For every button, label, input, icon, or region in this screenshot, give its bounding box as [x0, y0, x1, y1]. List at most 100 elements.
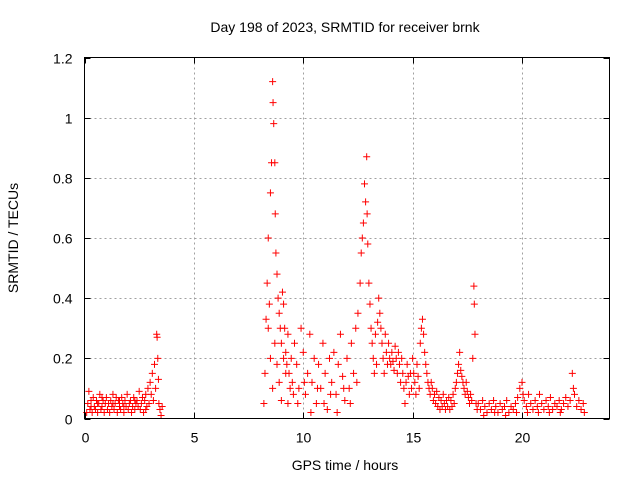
data-point — [286, 384, 294, 392]
data-point — [282, 369, 290, 377]
data-point — [94, 399, 102, 407]
data-point — [470, 300, 478, 308]
data-point — [315, 360, 323, 368]
data-point — [571, 390, 578, 398]
data-point — [358, 234, 366, 242]
data-point — [422, 360, 430, 368]
data-point — [573, 402, 581, 410]
data-point — [569, 384, 577, 392]
data-point — [546, 393, 554, 401]
data-point — [575, 396, 583, 404]
data-point — [503, 396, 511, 404]
data-point — [147, 390, 155, 398]
data-point — [280, 354, 288, 362]
data-point — [577, 405, 585, 413]
data-point — [326, 354, 333, 362]
data-point — [336, 330, 344, 338]
data-point — [94, 408, 102, 416]
data-point — [282, 348, 290, 356]
data-point — [294, 399, 302, 407]
data-point — [97, 405, 105, 413]
data-point — [84, 399, 92, 407]
data-point — [374, 318, 382, 326]
data-point — [277, 396, 285, 404]
data-point — [357, 249, 365, 257]
data-point — [390, 366, 398, 374]
data-point — [527, 399, 535, 407]
data-point — [549, 405, 557, 413]
data-point — [125, 399, 133, 407]
data-point — [113, 408, 121, 416]
data-point — [485, 399, 493, 407]
data-point — [553, 402, 561, 410]
data-point — [295, 384, 303, 392]
x-tick-label: 15 — [406, 430, 422, 446]
data-point — [321, 369, 329, 377]
data-point — [533, 402, 541, 410]
data-point — [501, 402, 508, 410]
data-point — [319, 339, 327, 347]
data-point — [307, 408, 315, 416]
data-point — [460, 384, 468, 392]
data-point — [450, 399, 458, 407]
data-point — [261, 369, 269, 377]
data-point — [394, 348, 402, 356]
data-point — [542, 396, 550, 404]
data-point — [350, 369, 358, 377]
data-point — [416, 339, 424, 347]
data-point — [145, 399, 153, 407]
data-point — [467, 390, 475, 398]
data-point — [412, 390, 420, 398]
data-point — [281, 324, 289, 332]
data-point — [410, 369, 418, 377]
data-point — [531, 396, 539, 404]
data-point — [451, 384, 459, 392]
data-point — [496, 399, 504, 407]
x-axis-label: GPS time / hours — [292, 457, 399, 473]
data-point — [502, 411, 510, 419]
data-point — [363, 210, 371, 218]
data-point — [154, 354, 162, 362]
data-point — [153, 333, 161, 341]
data-point — [328, 378, 336, 386]
data-point — [401, 399, 409, 407]
data-point — [260, 399, 268, 407]
data-point — [157, 411, 165, 419]
data-point — [364, 240, 372, 248]
y-tick-label: 1.2 — [53, 51, 73, 67]
data-point — [299, 348, 307, 356]
data-point — [271, 210, 279, 218]
data-point — [381, 330, 389, 338]
data-point — [457, 366, 465, 374]
data-point — [269, 99, 277, 107]
data-point — [266, 189, 274, 197]
data-point — [529, 405, 537, 413]
y-tick-labels: 0 0.2 0.4 0.6 0.8 1 1.2 — [53, 51, 73, 428]
data-point — [545, 408, 553, 416]
data-point — [389, 357, 397, 365]
data-point — [400, 384, 408, 392]
y-tick-label: 0.8 — [53, 171, 73, 187]
data-point — [366, 300, 374, 308]
data-point — [469, 354, 477, 362]
data-point — [479, 396, 487, 404]
data-point — [354, 309, 362, 317]
data-point — [278, 288, 286, 296]
data-point — [562, 393, 570, 401]
data-point — [536, 390, 543, 398]
y-tick-label: 1 — [65, 111, 73, 127]
data-point — [476, 405, 484, 413]
data-point — [398, 354, 406, 362]
data-point — [520, 396, 528, 404]
data-point — [130, 393, 138, 401]
data-point — [377, 324, 385, 332]
data-point — [534, 408, 542, 416]
data-point — [455, 360, 463, 368]
data-point — [269, 384, 277, 392]
data-point — [522, 402, 530, 410]
data-point — [415, 384, 423, 392]
data-point — [580, 408, 588, 416]
data-point — [402, 378, 410, 386]
data-point — [297, 324, 305, 332]
data-point — [308, 378, 316, 386]
